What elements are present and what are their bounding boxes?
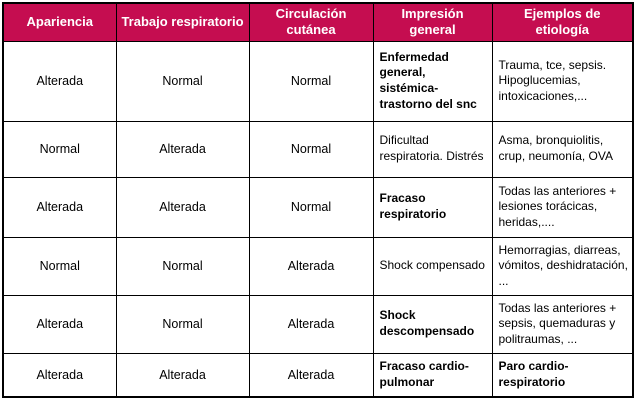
- table-row: Alterada Alterada Normal Fracaso respira…: [2, 176, 634, 238]
- table-cell-etiologia: Todas las anteriores + sepsis, quemadura…: [491, 294, 634, 354]
- table-cell-circulacion: Normal: [248, 120, 374, 178]
- table-row: Normal Alterada Normal Dificultad respir…: [2, 120, 634, 178]
- table-cell-etiologia: Trauma, tce, sepsis. Hipoglucemias, into…: [491, 40, 634, 122]
- table-cell-impresion: Shock descompensado: [372, 294, 493, 354]
- table-cell-etiologia: Todas las anteriores + lesiones torácica…: [491, 176, 634, 238]
- table-cell-trabajo: Alterada: [115, 176, 250, 238]
- table-cell-circulacion: Alterada: [248, 236, 374, 296]
- table-row: Normal Normal Alterada Shock compensado …: [2, 236, 634, 296]
- table-cell-circulacion: Alterada: [248, 294, 374, 354]
- column-header-impresion-general: Impresión general: [372, 2, 493, 42]
- table-cell-apariencia: Alterada: [2, 352, 117, 398]
- table-cell-apariencia: Alterada: [2, 40, 117, 122]
- table-cell-circulacion: Alterada: [248, 352, 374, 398]
- table-cell-etiologia: Paro cardio-respiratorio: [491, 352, 634, 398]
- table-cell-circulacion: Normal: [248, 176, 374, 238]
- table-cell-impresion: Enfermedad general, sistémica-trastorno …: [372, 40, 493, 122]
- table-cell-etiologia: Asma, bronquiolitis, crup, neumonía, OVA: [491, 120, 634, 178]
- table-cell-trabajo: Normal: [115, 236, 250, 296]
- table-cell-trabajo: Normal: [115, 294, 250, 354]
- table-cell-apariencia: Normal: [2, 120, 117, 178]
- table-cell-apariencia: Alterada: [2, 176, 117, 238]
- table-cell-trabajo: Alterada: [115, 352, 250, 398]
- table-cell-apariencia: Alterada: [2, 294, 117, 354]
- table-cell-impresion: Dificultad respiratoria. Distrés: [372, 120, 493, 178]
- column-header-apariencia: Apariencia: [2, 2, 117, 42]
- header-row: Apariencia Trabajo respiratorio Circulac…: [2, 2, 634, 42]
- table-cell-trabajo: Normal: [115, 40, 250, 122]
- table-cell-impresion: Shock compensado: [372, 236, 493, 296]
- table-cell-impresion: Fracaso cardio-pulmonar: [372, 352, 493, 398]
- column-header-circulacion-cutanea: Circulación cutánea: [248, 2, 374, 42]
- table-cell-etiologia: Hemorragias, diarreas, vómitos, deshidra…: [491, 236, 634, 296]
- table-cell-impresion: Fracaso respiratorio: [372, 176, 493, 238]
- table-cell-circulacion: Normal: [248, 40, 374, 122]
- table-row: Alterada Normal Normal Enfermedad genera…: [2, 40, 634, 122]
- table-cell-trabajo: Alterada: [115, 120, 250, 178]
- column-header-ejemplos-etiologia: Ejemplos de etiología: [491, 2, 634, 42]
- table-row: Alterada Alterada Alterada Fracaso cardi…: [2, 352, 634, 398]
- table-cell-apariencia: Normal: [2, 236, 117, 296]
- column-header-trabajo-respiratorio: Trabajo respiratorio: [115, 2, 250, 42]
- table-row: Alterada Normal Alterada Shock descompen…: [2, 294, 634, 354]
